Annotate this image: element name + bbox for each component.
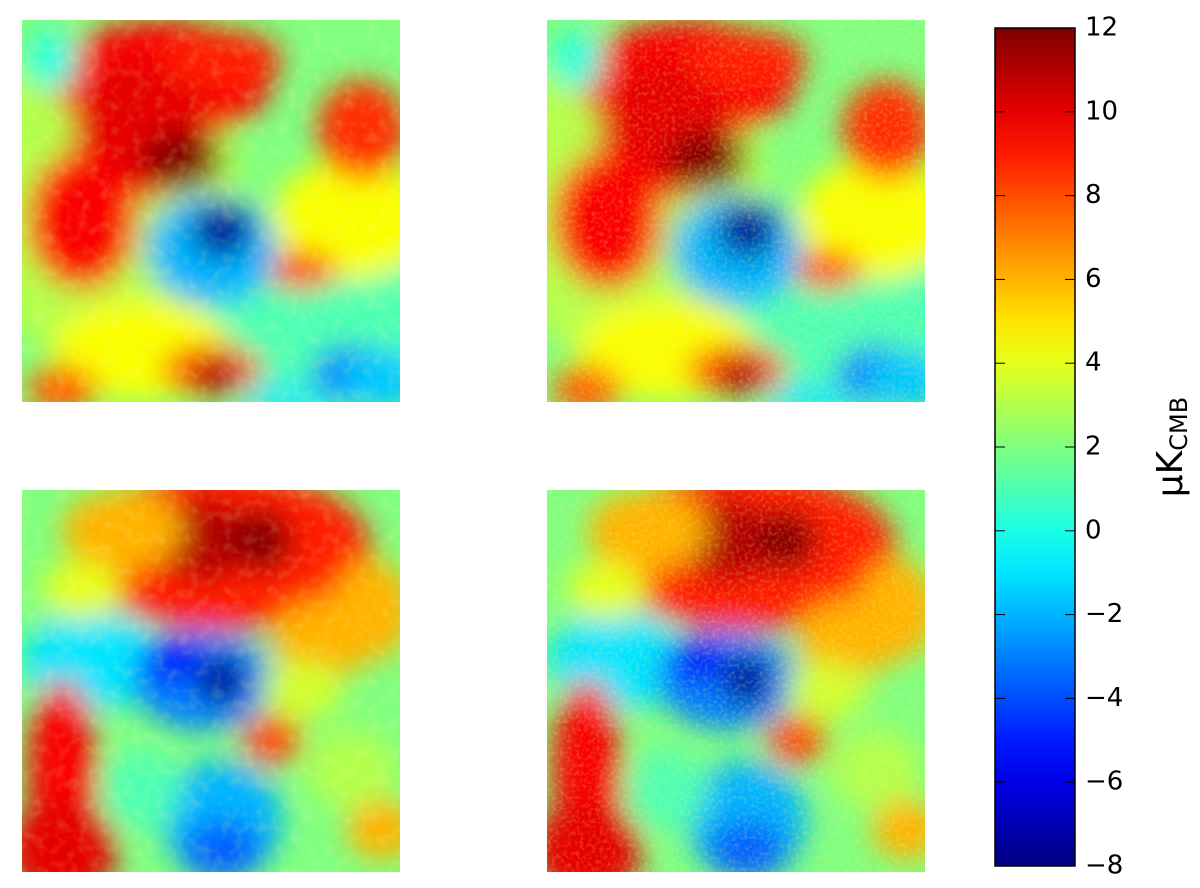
colorbar-tick-label: 2 bbox=[1085, 432, 1102, 462]
colorbar-tick-label: 10 bbox=[1085, 96, 1118, 126]
colorbar-tick-label: −4 bbox=[1085, 683, 1123, 713]
map-panel bbox=[547, 20, 925, 402]
map-panel bbox=[547, 490, 925, 872]
colorbar-tick-label: −2 bbox=[1085, 599, 1123, 629]
colorbar-label-subscript: CMB bbox=[1165, 397, 1193, 451]
map-panel bbox=[22, 490, 400, 872]
colorbar-tick-label: 8 bbox=[1085, 180, 1102, 210]
colorbar-fill bbox=[994, 27, 1076, 867]
map-texture bbox=[547, 490, 925, 872]
colorbar-label: μKCMB bbox=[1150, 397, 1193, 497]
colorbar-tick-label: 6 bbox=[1085, 264, 1102, 294]
colorbar-tick-label: 0 bbox=[1085, 515, 1102, 545]
colorbar: −8 −6 −4 −2 0 2 4 6 8 10 12 bbox=[994, 13, 1123, 881]
colorbar-tick-label: 4 bbox=[1085, 348, 1102, 378]
map-texture bbox=[22, 490, 400, 872]
colorbar-tick-label: −8 bbox=[1085, 851, 1123, 881]
map-panels bbox=[22, 20, 925, 872]
map-texture bbox=[22, 20, 400, 402]
colorbar-tick-label: −6 bbox=[1085, 767, 1123, 797]
map-texture bbox=[547, 20, 925, 402]
map-panel bbox=[22, 20, 400, 402]
colorbar-tick-label: 12 bbox=[1085, 13, 1118, 43]
colorbar-label-text: μK bbox=[1150, 449, 1191, 497]
